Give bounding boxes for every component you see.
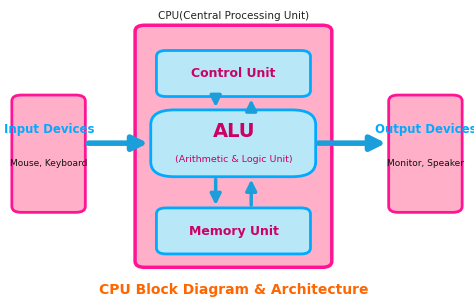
Text: Mouse, Keyboard: Mouse, Keyboard [10, 159, 88, 168]
FancyBboxPatch shape [12, 95, 85, 212]
Text: Input Devices: Input Devices [4, 123, 94, 136]
Text: Monitor, Speaker: Monitor, Speaker [387, 159, 464, 168]
FancyBboxPatch shape [135, 25, 332, 267]
Text: Output Devices: Output Devices [375, 123, 474, 136]
Text: Control Unit: Control Unit [191, 67, 276, 80]
Text: Memory Unit: Memory Unit [189, 225, 279, 238]
FancyBboxPatch shape [156, 50, 310, 97]
Text: ALU: ALU [212, 122, 255, 141]
FancyBboxPatch shape [389, 95, 462, 212]
FancyBboxPatch shape [156, 208, 310, 254]
Text: CPU Block Diagram & Architecture: CPU Block Diagram & Architecture [99, 282, 368, 297]
Text: CPU(Central Processing Unit): CPU(Central Processing Unit) [158, 11, 309, 21]
Text: (Arithmetic & Logic Unit): (Arithmetic & Logic Unit) [175, 155, 292, 164]
FancyBboxPatch shape [151, 110, 316, 177]
